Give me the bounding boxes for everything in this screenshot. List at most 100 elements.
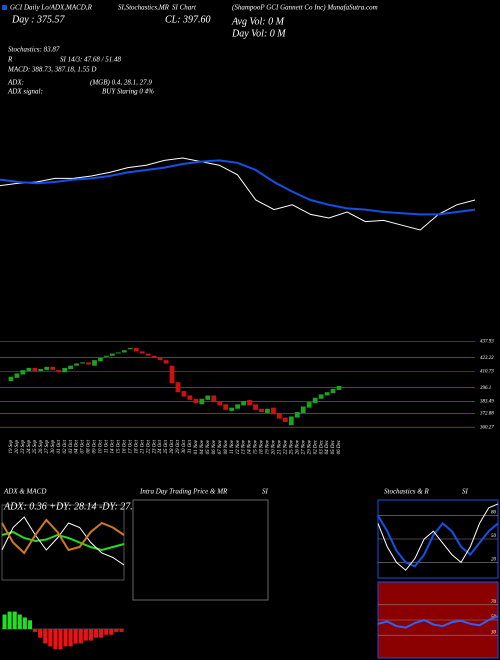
panel <box>132 499 269 601</box>
candle <box>86 362 91 365</box>
x-tick-label: 21 Nov <box>278 439 283 454</box>
macd-bar <box>33 629 38 632</box>
candle <box>241 401 246 406</box>
x-tick-label: 22 Nov <box>283 439 288 454</box>
candle <box>8 376 14 382</box>
x-tick-label: 16 Oct <box>122 439 127 453</box>
x-tick-label: 06 Dec <box>337 439 342 454</box>
candle <box>229 407 235 411</box>
macd-bar <box>43 629 48 644</box>
header-text: SI,Stochastics,MR <box>118 4 170 12</box>
x-tick-label: 29 Nov <box>307 439 312 454</box>
y-tick-label: 20 <box>491 558 497 563</box>
x-tick-label: 04 Nov <box>200 439 205 454</box>
x-tick-label: 05 Dec <box>331 439 336 454</box>
series-line <box>377 615 499 629</box>
x-tick-label: 29 Oct <box>176 439 181 453</box>
candle <box>175 382 181 393</box>
x-tick-label: 28 Oct <box>170 439 175 453</box>
candle <box>336 385 342 390</box>
series-line <box>1 530 125 552</box>
x-tick-label: 08 Nov <box>224 439 229 454</box>
x-tick-label: 19 Sep <box>9 440 14 454</box>
x-tick-label: 25 Oct <box>164 439 169 453</box>
candle <box>127 348 133 350</box>
macd-bar <box>27 620 32 629</box>
indicator: R <box>7 56 13 64</box>
candle <box>151 355 157 358</box>
x-tick-label: 01 Nov <box>194 439 199 454</box>
indicator: BUY Staring 0 4% <box>102 88 154 96</box>
x-tick-label: 22 Oct <box>146 439 151 453</box>
x-tick-label: 20 Nov <box>272 439 277 454</box>
candle <box>282 417 288 422</box>
panel-title: Intra Day Trading Price & MR <box>139 488 228 496</box>
x-tick-label: 02 Dec <box>313 439 318 454</box>
x-tick-label: 25 Sep <box>33 440 38 454</box>
x-tick-label: 27 Nov <box>301 439 306 454</box>
x-tick-label: 24 Oct <box>158 439 163 453</box>
candle <box>157 357 163 361</box>
candle <box>98 357 103 362</box>
x-tick-label: 23 Oct <box>152 439 157 453</box>
y-tick-label: 396.1 <box>480 386 491 391</box>
y-tick-label: 30 <box>491 630 497 635</box>
candle <box>44 366 50 371</box>
x-tick-label: 20 Sep <box>15 440 20 454</box>
candle <box>181 391 187 397</box>
x-tick-label: 21 Oct <box>140 439 145 453</box>
series-line <box>0 159 476 216</box>
candle <box>14 373 20 378</box>
candle <box>276 413 282 419</box>
x-tick-label: 17 Oct <box>128 439 133 453</box>
macd-bar <box>12 611 17 629</box>
y-tick-label: 372.88 <box>480 411 494 416</box>
candle <box>187 395 193 400</box>
macd-bar <box>94 629 99 638</box>
series-line <box>0 157 476 231</box>
x-tick-label: 31 Oct <box>188 439 193 453</box>
y-tick-label: 437.93 <box>480 340 494 345</box>
x-tick-label: 09 Oct <box>93 439 98 453</box>
candle <box>217 401 223 406</box>
macd-bar <box>119 629 124 632</box>
macd-bar <box>63 629 68 647</box>
indicator: ADX: <box>7 79 24 87</box>
x-tick-label: 07 Oct <box>81 439 86 453</box>
candle <box>133 348 139 352</box>
candle <box>205 395 211 400</box>
candle <box>306 402 312 408</box>
x-tick-label: 23 Sep <box>21 440 26 454</box>
macd-bar <box>104 629 109 635</box>
indicator: ADX signal: <box>7 88 43 96</box>
x-tick-label: 18 Oct <box>134 439 139 453</box>
macd-bar <box>58 629 63 650</box>
candle <box>62 367 68 373</box>
header-text: Daily Lo/ADX,MACD,R <box>23 4 93 12</box>
panel-title: Stochastics & R <box>384 488 429 496</box>
macd-bar <box>53 629 58 650</box>
indicator: MACD: 388.73, 387.18, 1.55 D <box>7 66 96 74</box>
y-tick-label: 50 <box>491 534 497 539</box>
candle <box>163 360 169 364</box>
macd-bar <box>114 629 119 632</box>
candle <box>265 408 270 414</box>
close-price: CL: 397.60 <box>165 14 211 25</box>
x-tick-label: 04 Oct <box>75 439 80 453</box>
day-vol: Day Vol: 0 M <box>231 28 286 39</box>
macd-bar <box>78 629 83 644</box>
indicator: Stochastics: 83.87 <box>8 46 60 54</box>
candle <box>74 363 79 366</box>
y-tick-label: 80 <box>491 511 497 516</box>
candle <box>139 351 145 354</box>
series-line <box>377 515 499 568</box>
candle <box>324 392 330 396</box>
x-tick-label: 05 Nov <box>206 439 211 454</box>
y-tick-label: 423.22 <box>480 356 494 361</box>
candle <box>145 353 151 356</box>
macd-bar <box>73 629 78 644</box>
macd-bar <box>83 629 88 641</box>
x-tick-label: 30 Sep <box>51 440 56 454</box>
candle <box>104 355 109 357</box>
